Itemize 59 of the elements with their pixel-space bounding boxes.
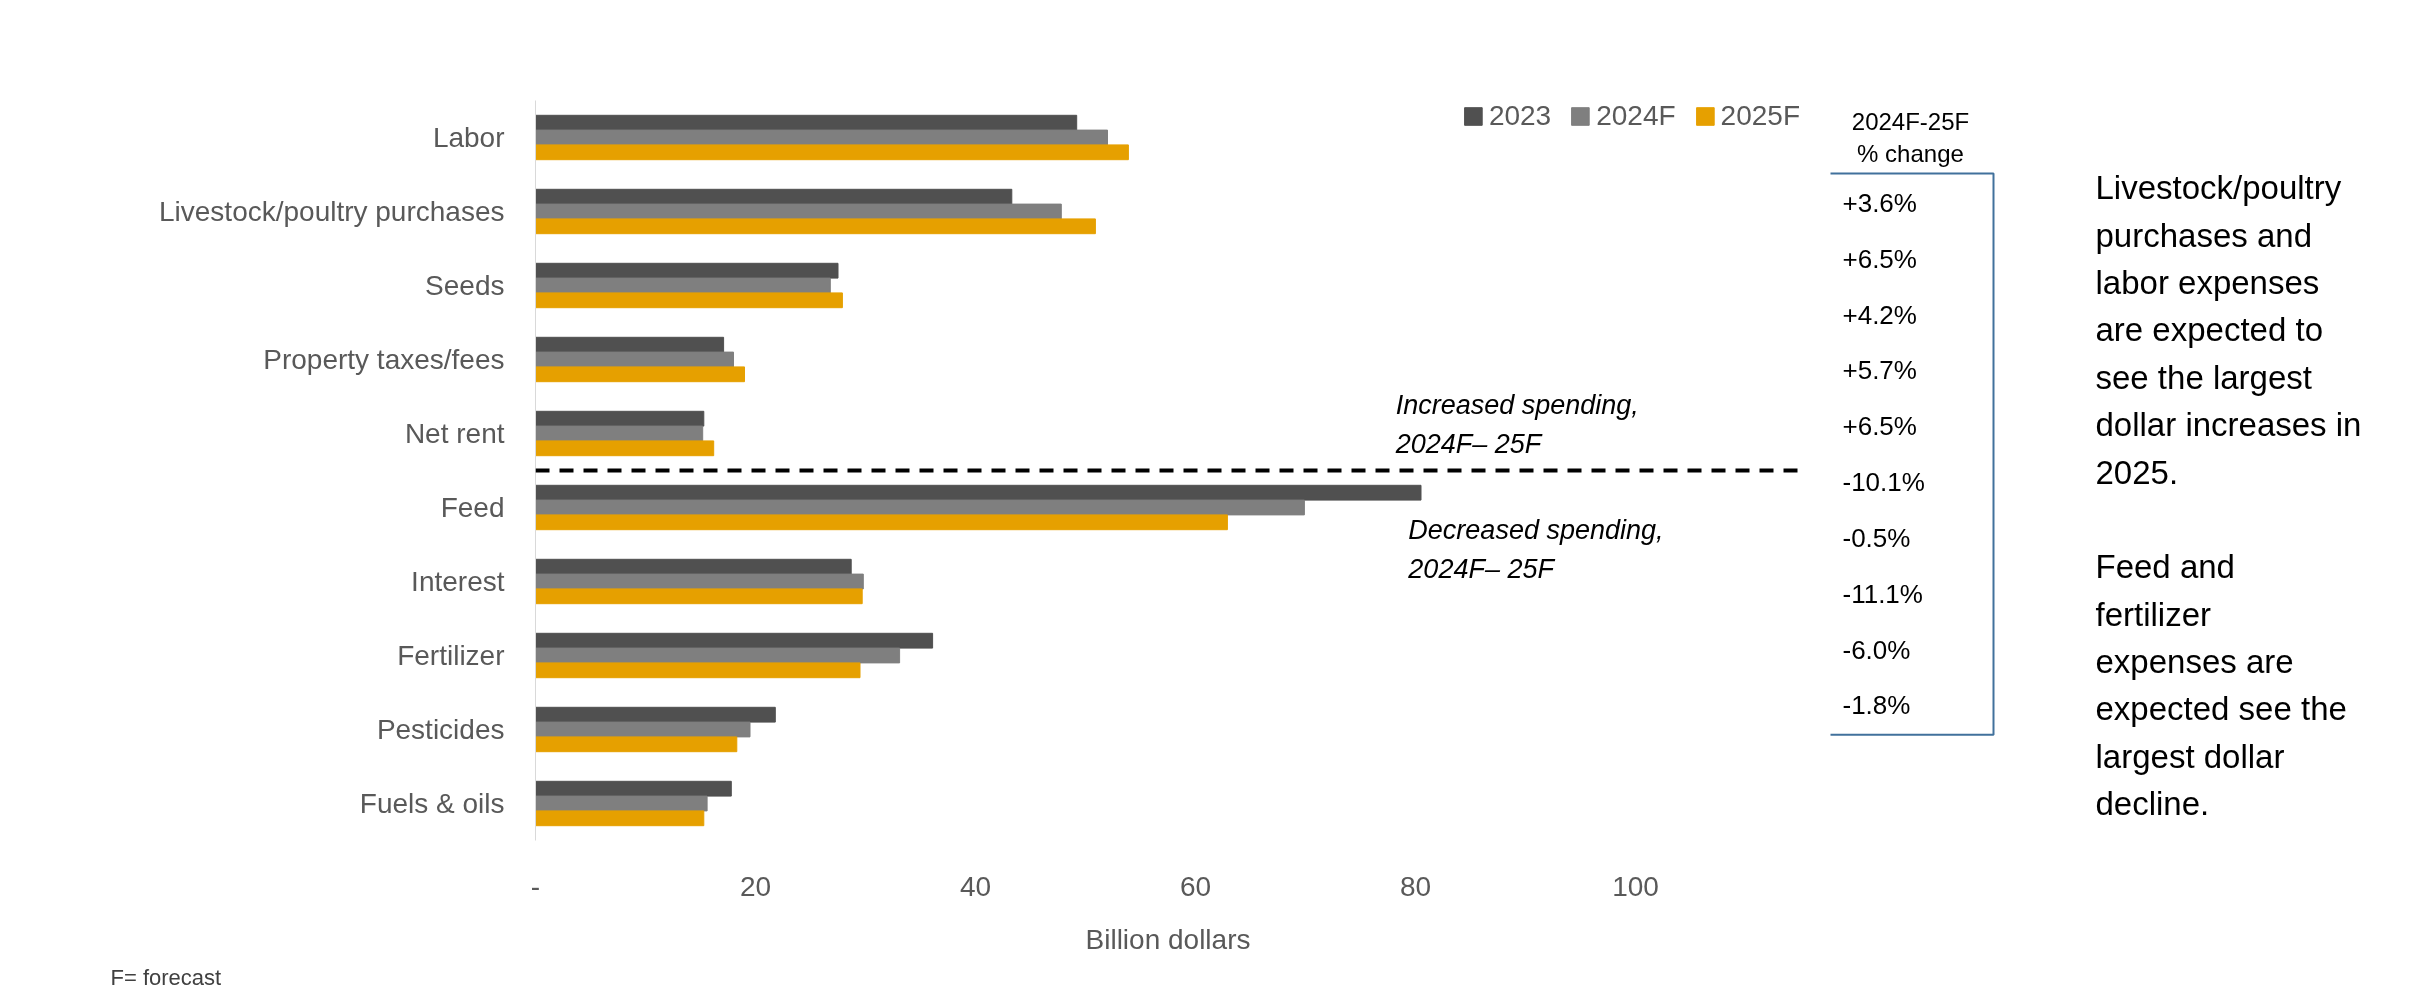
bar — [535, 810, 705, 827]
bar — [535, 129, 1108, 146]
bar — [535, 736, 738, 753]
bar — [535, 203, 1062, 220]
text: F= forecast — [110, 964, 222, 990]
text: +4.2% — [1842, 299, 1917, 330]
bar — [535, 780, 732, 797]
x-tick-label: 100 — [1612, 870, 1659, 902]
text: +3.6% — [1842, 187, 1917, 218]
bar — [535, 514, 1228, 531]
y-tick-label: Seeds — [425, 270, 505, 301]
y-tick-label: Fertilizer — [397, 640, 505, 671]
x-tick-label: 20 — [739, 870, 772, 902]
y-tick-label: Pesticides — [376, 714, 505, 745]
x-tick-label: 40 — [959, 870, 992, 902]
bar — [535, 425, 704, 442]
text: -11.1% — [1842, 578, 1923, 609]
text: +6.5% — [1842, 411, 1917, 442]
legend-label: 2023 — [1488, 100, 1552, 132]
bar — [535, 144, 1129, 161]
x-tick-label: - — [530, 870, 541, 902]
bar — [535, 499, 1305, 516]
text: -0.5% — [1842, 522, 1911, 553]
bar — [535, 277, 831, 294]
bar — [535, 588, 863, 605]
y-tick-label: Fuels & oils — [359, 788, 505, 819]
y-tick-label: Interest — [411, 566, 505, 597]
text: -1.8% — [1842, 690, 1911, 721]
annotation: Increased spending, 2024F– 25F — [1394, 390, 1639, 460]
x-tick-label: 80 — [1399, 870, 1432, 902]
bar — [535, 706, 776, 723]
bar — [535, 795, 708, 812]
bar — [535, 573, 864, 590]
y-tick-label: Livestock/poultry purchases — [159, 196, 505, 227]
bar — [535, 292, 843, 309]
bar — [535, 218, 1096, 235]
y-tick-label: Property taxes/fees — [263, 344, 505, 375]
bar — [535, 647, 901, 664]
legend-label: 2024F — [1596, 100, 1676, 132]
bar — [535, 632, 934, 649]
bar — [535, 484, 1422, 501]
text: -10.1% — [1842, 467, 1925, 498]
y-tick-label: Labor — [432, 122, 505, 153]
bar — [535, 440, 715, 457]
legend-label: 2025F — [1720, 100, 1800, 132]
y-tick-label: Net rent — [404, 418, 505, 449]
text: +5.7% — [1842, 355, 1917, 386]
text: 2024F-25F % change — [1851, 108, 1970, 168]
annotation: Decreased spending, 2024F– 25F — [1407, 514, 1664, 584]
text: Livestock/poultry purchases and labor expenses are expected to see the largest dollar increases in 2025. Feed and fertilizer expenses are expected see the largest dollar decline. — [2095, 169, 2362, 823]
text: +6.5% — [1842, 243, 1917, 274]
bar — [535, 351, 734, 368]
text: -6.0% — [1842, 634, 1911, 665]
bar — [535, 721, 751, 738]
y-tick-label: Feed — [440, 492, 505, 523]
x-tick-label: 60 — [1179, 870, 1212, 902]
x-axis-title: Billion dollars — [1085, 923, 1251, 955]
bar — [535, 662, 861, 679]
bar — [535, 366, 745, 383]
